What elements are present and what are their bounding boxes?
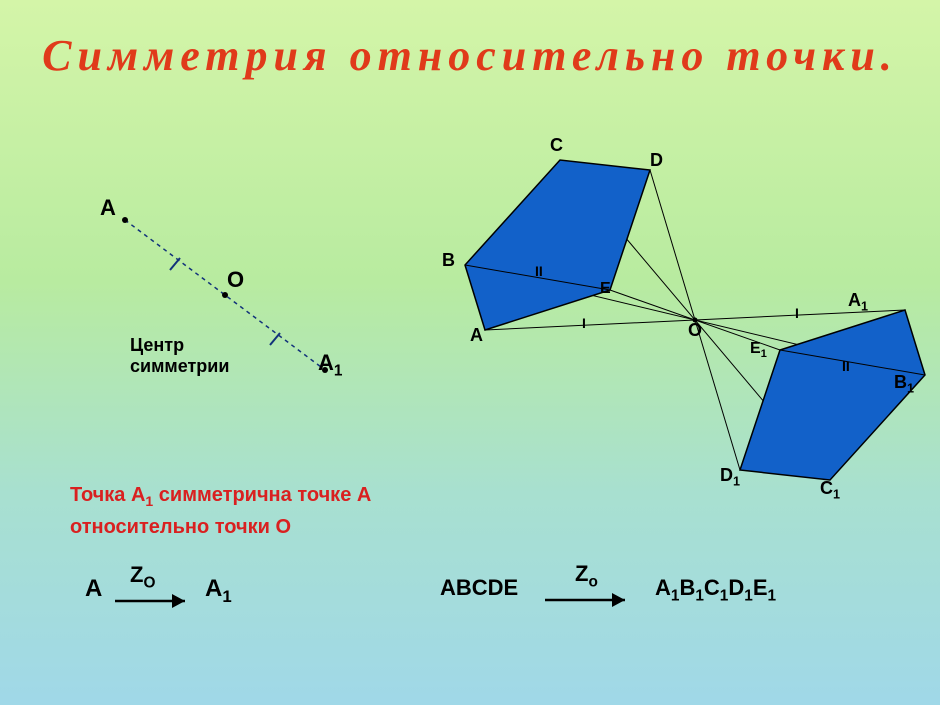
symmetry-statement: Точка A1 симметрична точке А относительн… <box>70 480 371 542</box>
tick-i: I <box>795 305 799 321</box>
label-pent-b1: B1 <box>894 372 914 396</box>
tick-ii: II <box>535 263 543 279</box>
mapping-abcde-to: A1B1C1D1E1 <box>655 575 776 605</box>
tick-i: I <box>582 315 586 331</box>
label-pent-e: E <box>600 280 611 298</box>
mapping-a-op: ZO <box>130 562 155 592</box>
label-pent-c: C <box>550 135 563 156</box>
mapping-abcde-op: Zo <box>575 561 598 591</box>
label-pent-b: B <box>442 250 455 271</box>
pentagon-abcde <box>465 160 650 330</box>
pentagon-diagram <box>0 0 940 540</box>
mapping-a: A <box>85 575 102 603</box>
label-pent-a1: A1 <box>848 290 868 314</box>
label-pent-d: D <box>650 150 663 171</box>
label-pent-o: O <box>688 320 702 341</box>
mapping-a-to: A1 <box>205 575 232 607</box>
label-pent-e1: E1 <box>750 340 767 360</box>
tick-ii: II <box>842 358 850 374</box>
label-pent-c1: C1 <box>820 478 840 502</box>
label-pent-d1: D1 <box>720 465 740 489</box>
mapping-abcde: ABCDE <box>440 575 518 601</box>
label-pent-a: A <box>470 325 483 346</box>
